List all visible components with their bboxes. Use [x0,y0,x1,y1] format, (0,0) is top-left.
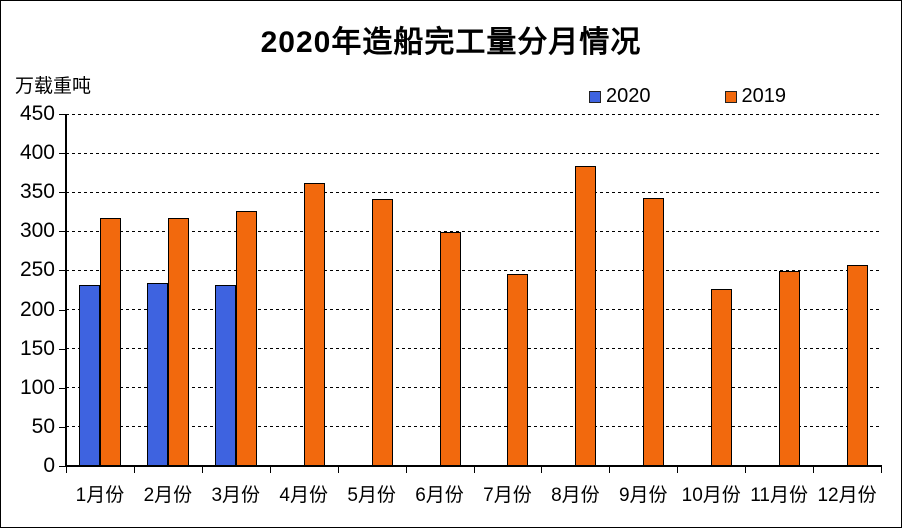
bar-2019-4月份 [303,182,325,466]
gridline-300 [66,230,881,232]
y-axis-tick [59,114,65,115]
y-tick-label: 350 [19,180,55,204]
y-axis-tick [59,192,65,194]
y-axis-tick [59,231,65,233]
legend-label-2020: 2020 [606,85,651,107]
bar-2019-5月份 [371,199,393,466]
y-axis-tick [59,309,65,311]
x-axis-tick [541,467,543,473]
y-axis-line [65,114,67,467]
bar-2019-10月份 [711,289,733,466]
y-tick-label: 150 [19,336,55,360]
legend: 2020 2019 [589,85,786,108]
x-axis-tick [677,467,679,473]
gridline-200 [66,309,881,311]
legend-label-2019: 2019 [741,85,787,107]
x-axis-tick [201,467,203,473]
gridline-350 [66,191,881,193]
x-category-label: 12月份 [817,485,877,506]
y-axis-tick [59,466,65,467]
x-axis-tick [813,467,815,473]
bar-2020-3月份 [214,284,236,466]
y-axis-tick [59,387,65,389]
legend-swatch-2019-icon [724,90,737,103]
gridline-450 [66,113,881,115]
x-category-label: 3月份 [211,485,261,506]
x-axis-tick [609,467,611,473]
gridline-100 [66,387,881,389]
y-tick-label: 0 [43,454,55,477]
bar-2020-2月份 [146,282,168,466]
legend-swatch-2020-icon [589,90,601,103]
x-category-label: 4月份 [279,485,328,506]
x-category-label: 9月份 [618,485,668,506]
bar-2020-1月份 [78,284,100,466]
x-axis-tick [405,467,407,473]
gridline-400 [66,152,881,154]
x-axis-tick [133,467,135,473]
x-category-label: 10月份 [681,485,741,506]
y-axis-tick [59,348,65,350]
bar-2019-12月份 [847,264,869,466]
x-axis-line [65,465,882,467]
bar-2019-9月份 [643,198,665,466]
y-tick-label: 100 [19,375,55,399]
y-axis-unit-label: 万载重吨 [15,76,92,97]
x-axis-tick [66,467,67,473]
chart-title: 2020年造船完工量分月情况 [260,26,642,59]
x-category-label: 5月份 [347,485,396,506]
x-axis-tick [745,467,747,473]
gridline-50 [66,426,881,428]
y-tick-label: 50 [31,414,55,438]
x-category-label: 1月份 [75,485,125,506]
x-category-label: 11月份 [750,485,808,506]
x-category-label: 8月份 [551,485,600,506]
gridline-250 [66,269,881,271]
bar-2019-2月份 [167,218,189,466]
bar-2019-6月份 [439,232,461,466]
y-tick-label: 200 [19,297,55,321]
y-tick-label: 400 [19,141,55,165]
y-axis-tick [59,270,65,272]
bar-2019-1月份 [99,218,121,466]
gridline-150 [66,348,881,350]
y-axis-tick [59,153,65,155]
y-tick-label: 250 [19,258,55,282]
x-category-label: 6月份 [415,485,464,506]
x-axis-tick [337,467,339,473]
y-tick-label: 450 [19,102,55,125]
bar-2019-11月份 [779,271,801,466]
legend-item-2019: 2019 [724,85,787,108]
x-axis-tick [881,467,882,473]
bar-2019-3月份 [235,210,257,466]
bar-2019-8月份 [575,166,597,466]
bar-2019-7月份 [507,274,529,466]
y-axis-tick [59,426,65,428]
y-tick-label: 300 [19,219,55,243]
x-axis-tick [473,467,475,473]
legend-item-2020: 2020 [589,85,651,108]
x-category-label: 2月份 [143,485,193,506]
x-axis-tick [269,467,271,473]
x-category-label: 7月份 [483,485,532,506]
